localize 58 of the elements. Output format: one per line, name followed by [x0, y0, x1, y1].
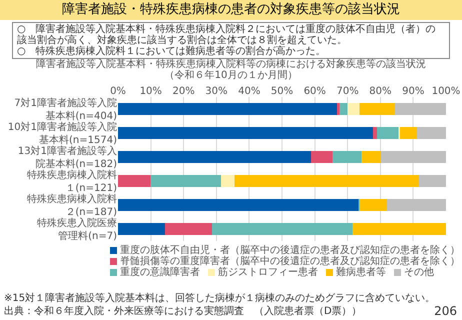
text: ○ 障害者施設等入院基本料・特殊疾患病棟入院料２においては重度の肢体不自由児（者）の該当割合が高く、対象疾患に該当する割合は全体では８割を超えていた。	[17, 24, 437, 46]
y-tick-label: 特殊疾患病棟入院料２(n=187)	[27, 193, 118, 218]
x-tick-label: 50%	[270, 86, 294, 97]
y-tick-label: 特殊疾患病棟入院料１(n=121)	[27, 169, 118, 194]
bar	[394, 103, 446, 115]
bar	[118, 151, 311, 163]
source-note: 出典：令和６年度入院・外来医療等における実態調査 （入院患者票（D票））	[4, 306, 362, 317]
x-tick-label: 90%	[402, 86, 424, 97]
legend-label: 脊髄損傷等の重度障害者（脳卒中の後遺症の患者及び認知症の患者を除く）	[120, 256, 460, 267]
x-tick-label: 20%	[172, 86, 195, 97]
x-tick-label: 40%	[238, 86, 260, 97]
bar	[150, 175, 221, 187]
x-tick-label: 70%	[336, 86, 359, 97]
chart-title: 障害者施設・特殊疾患病棟の患者の対象疾患等の該当状況	[0, 0, 462, 20]
bar	[310, 151, 333, 163]
bar	[372, 127, 378, 139]
x-tick-label: 100%	[432, 86, 460, 97]
bar	[400, 127, 418, 139]
x-tick-label: 0%	[110, 86, 126, 97]
bar	[386, 199, 446, 211]
text: 障害者施設等入院基本料・特殊疾患病棟入院料等の病棟における対象疾患等の該当状況	[35, 59, 427, 70]
legend-label: 難病患者等	[336, 267, 386, 278]
y-tick-label: 13対1障害者施設等入院基本料(n=182)	[18, 145, 118, 170]
x-tick-label: 60%	[304, 86, 326, 97]
bar	[418, 175, 446, 187]
bar	[220, 175, 234, 187]
text: ○ 特殊疾患病棟入院料１においては難病患者等の割合が高かった。	[17, 46, 327, 57]
bar	[352, 223, 446, 235]
bar	[118, 223, 165, 235]
y-tick-label: 特殊疾患入院医療管理料(n=7)	[37, 217, 118, 242]
text: 206	[434, 304, 457, 318]
bar	[118, 103, 338, 115]
legend-label: その他	[404, 267, 434, 278]
bar	[118, 127, 373, 139]
bar	[377, 127, 398, 139]
bar	[164, 223, 212, 235]
text: （令和６年10月の１か月間）	[164, 70, 298, 81]
bar	[360, 103, 394, 115]
x-tick-label: 10%	[140, 86, 162, 97]
bar	[118, 199, 358, 211]
bar	[417, 127, 446, 139]
bar	[339, 103, 348, 115]
text: ※15対１障害者施設等入院基本料は、回答した病棟が１病棟のみのためグラフに含めていない。	[4, 292, 436, 305]
legend-label: 筋ジストロフィー患者	[218, 267, 318, 278]
bar	[381, 151, 446, 163]
bar	[348, 103, 360, 115]
y-tick-label: 10対1障害者施設等入院基本料(n=1574)	[8, 121, 118, 146]
bar	[359, 199, 387, 211]
bar	[234, 175, 419, 187]
y-tick-label: 7対1障害者施設等入院基本料(n=404)	[14, 97, 118, 122]
x-tick-label: 30%	[205, 86, 228, 97]
bar	[332, 151, 362, 163]
bar	[212, 223, 353, 235]
x-tick-label: 80%	[369, 86, 392, 97]
legend-label: 重度の肢体不自由児・者（脳卒中の後遺症の患者及び認知症の患者を除く）	[120, 245, 460, 256]
legend-label: 重度の意識障害者	[120, 267, 200, 278]
bar	[361, 151, 382, 163]
bar	[118, 175, 150, 187]
